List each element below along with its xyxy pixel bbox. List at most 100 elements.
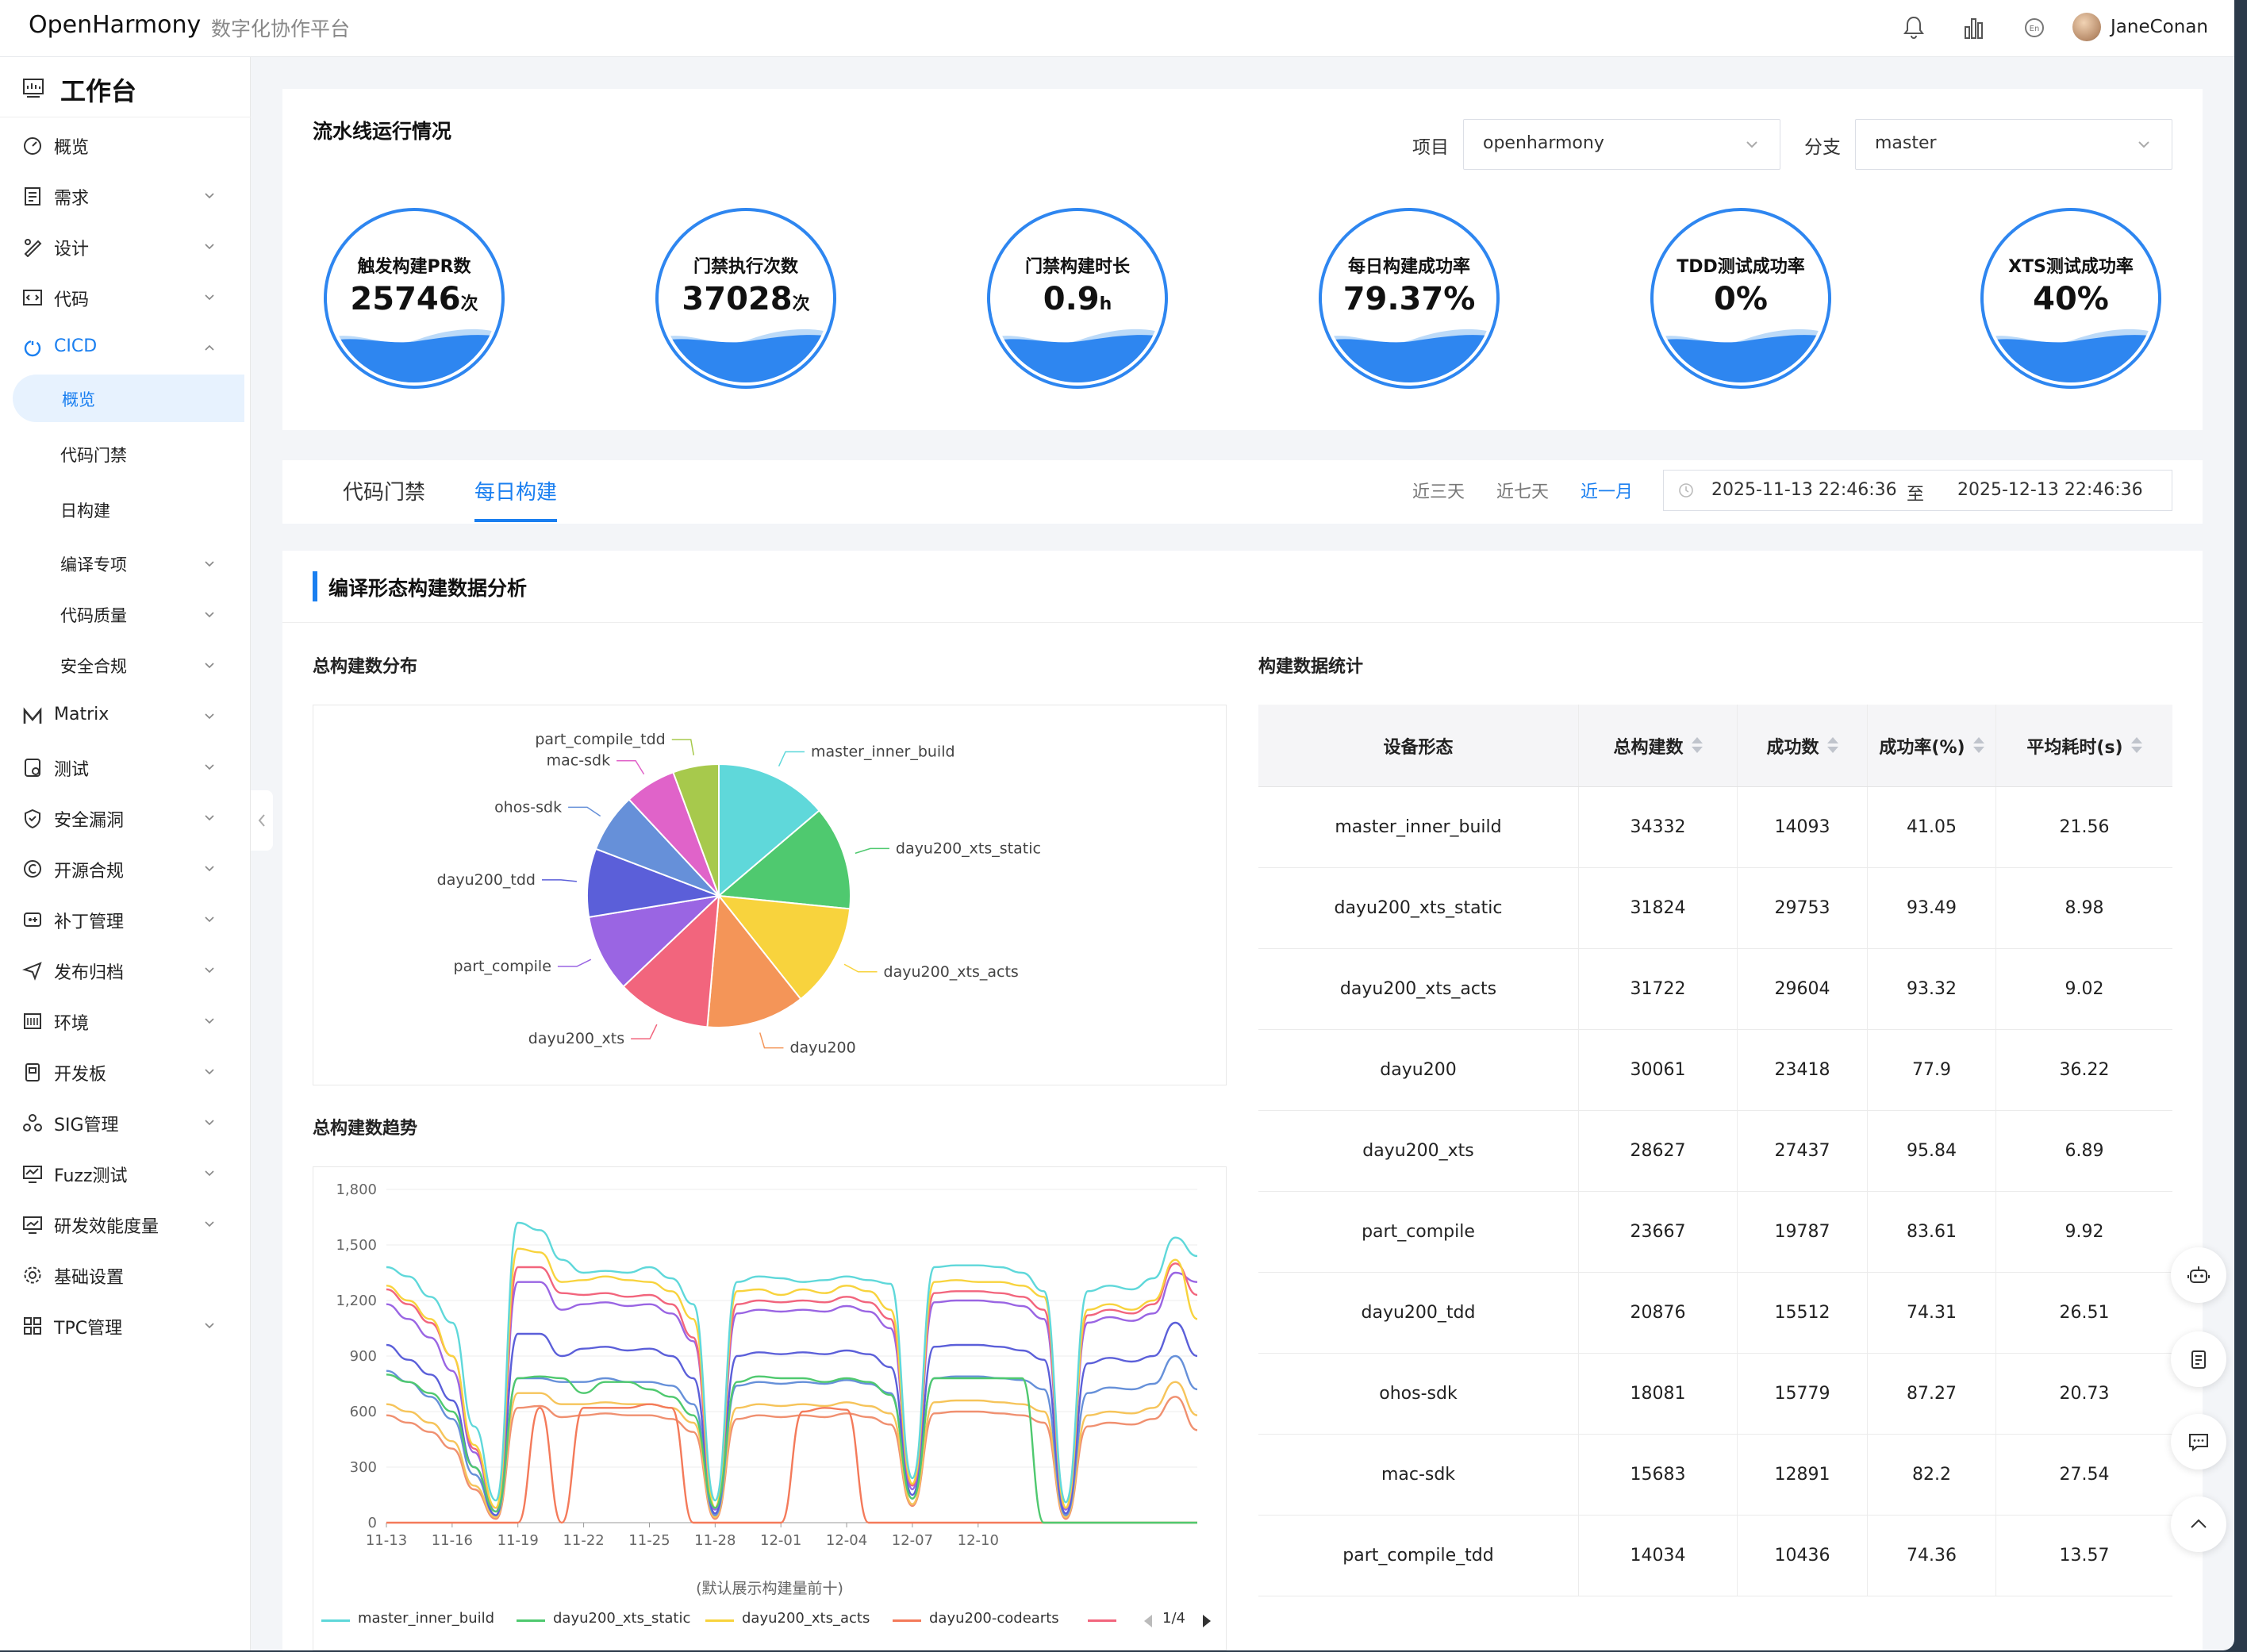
sidebar-item-label: TPC管理 bbox=[54, 1319, 123, 1339]
date-range-picker[interactable]: 2025-11-13 22:46:36 至 2025-12-13 22:46:3… bbox=[1663, 470, 2172, 511]
sidebar-item[interactable]: 设计 bbox=[0, 222, 251, 270]
sidebar-item[interactable]: 安全合规 bbox=[0, 641, 251, 689]
avatar[interactable] bbox=[2072, 13, 2101, 41]
pie-slice[interactable] bbox=[672, 763, 720, 897]
sidebar-collapse-handle[interactable] bbox=[251, 790, 273, 851]
back-to-top-button[interactable] bbox=[2171, 1496, 2226, 1552]
pie-slice[interactable] bbox=[586, 847, 722, 919]
series-line[interactable] bbox=[386, 1373, 1197, 1524]
logo[interactable]: OpenHarmony bbox=[29, 11, 202, 39]
table-row[interactable]: dayu200_xts_acts 31722 29604 93.32 9.02 bbox=[1258, 949, 2172, 1030]
sidebar-item[interactable]: CICD bbox=[0, 324, 251, 371]
tab-code-gate[interactable]: 代码门禁 bbox=[343, 481, 426, 505]
table-row[interactable]: dayu200_xts 28627 27437 95.84 6.89 bbox=[1258, 1111, 2172, 1192]
table-row[interactable]: master_inner_build 34332 14093 41.05 21.56 bbox=[1258, 787, 2172, 868]
legend-item[interactable]: dayu200_xts_acts bbox=[742, 1610, 870, 1627]
col-rate[interactable]: 成功率(%) bbox=[1868, 705, 1996, 786]
project-select[interactable]: openharmony bbox=[1463, 119, 1780, 170]
legend-item[interactable]: dayu200-codearts bbox=[929, 1610, 1059, 1627]
table-row[interactable]: dayu200_tdd 20876 15512 74.31 26.51 bbox=[1258, 1273, 2172, 1354]
sidebar-item[interactable]: 日构建 bbox=[0, 486, 251, 533]
language-icon[interactable]: En bbox=[2022, 14, 2047, 41]
col-avg-time[interactable]: 平均耗时(s) bbox=[1996, 705, 2172, 786]
feedback-button[interactable] bbox=[2171, 1414, 2226, 1470]
table-cell: 74.36 bbox=[1868, 1516, 1996, 1596]
assistant-button[interactable] bbox=[2171, 1247, 2226, 1303]
date-start[interactable]: 2025-11-13 22:46:36 bbox=[1711, 480, 1897, 500]
chevron-down-icon bbox=[205, 612, 214, 618]
sort-icon[interactable] bbox=[2130, 736, 2142, 755]
table-cell: 26.51 bbox=[2059, 1303, 2110, 1323]
range-one-month[interactable]: 近一月 bbox=[1581, 482, 1634, 502]
pie-slice[interactable] bbox=[716, 894, 851, 1001]
pie-slice[interactable] bbox=[622, 893, 720, 1028]
username[interactable]: JaneConan bbox=[2111, 17, 2208, 37]
table-row[interactable]: dayu200_xts_static 31824 29753 93.49 8.98 bbox=[1258, 868, 2172, 949]
sidebar-item[interactable]: 需求 bbox=[0, 171, 251, 219]
bar-chart-icon[interactable] bbox=[1961, 14, 1987, 41]
table-row[interactable]: ohos-sdk 18081 15779 87.27 20.73 bbox=[1258, 1354, 2172, 1435]
col-total[interactable]: 总构建数 bbox=[1579, 705, 1738, 786]
series-line[interactable] bbox=[386, 1221, 1198, 1504]
sort-icon[interactable] bbox=[1691, 736, 1703, 755]
x-tick-label: 12-04 bbox=[826, 1532, 867, 1549]
sidebar-item[interactable]: 环境 bbox=[0, 997, 251, 1044]
sidebar-item[interactable]: 发布归档 bbox=[0, 946, 251, 993]
legend-item[interactable]: dayu200_xts_static bbox=[553, 1610, 691, 1627]
pie-slice[interactable] bbox=[718, 763, 820, 898]
series-line[interactable] bbox=[386, 1396, 1198, 1520]
sidebar-item[interactable]: 代码门禁 bbox=[0, 430, 251, 478]
series-line[interactable] bbox=[386, 1381, 1198, 1519]
branch-select[interactable]: master bbox=[1855, 119, 2172, 170]
table-row[interactable]: part_compile_tdd 14034 10436 74.36 13.57 bbox=[1258, 1516, 2172, 1596]
sort-icon[interactable] bbox=[1826, 736, 1838, 755]
branch-label: 分支 bbox=[1804, 137, 1841, 158]
range-three-days[interactable]: 近三天 bbox=[1412, 482, 1465, 502]
sidebar-item[interactable]: 开发板 bbox=[0, 1047, 251, 1095]
pie-slice[interactable] bbox=[716, 809, 851, 910]
table-cell: 23418 bbox=[1738, 1030, 1868, 1110]
sidebar-item-label: 环境 bbox=[54, 1014, 90, 1034]
sidebar-item[interactable]: TPC管理 bbox=[0, 1301, 251, 1349]
sidebar-item[interactable]: 概览 bbox=[13, 375, 244, 422]
bell-icon[interactable] bbox=[1901, 14, 1926, 41]
table-cell: 23667 bbox=[1579, 1192, 1738, 1272]
table-row[interactable]: dayu200 30061 23418 77.9 36.22 bbox=[1258, 1030, 2172, 1111]
series-line[interactable] bbox=[386, 1321, 1198, 1516]
legend-next-icon[interactable] bbox=[1200, 1613, 1213, 1629]
sidebar-item[interactable]: 基础设置 bbox=[0, 1251, 251, 1298]
table-cell: 27437 bbox=[1738, 1111, 1868, 1191]
gauge-title: 门禁构建时长 bbox=[1024, 257, 1130, 277]
legend-prev-icon[interactable] bbox=[1142, 1613, 1154, 1629]
notes-button[interactable] bbox=[2171, 1331, 2226, 1387]
sidebar-item-label: 安全合规 bbox=[60, 657, 127, 676]
table-row[interactable]: mac-sdk 15683 12891 82.2 27.54 bbox=[1258, 1435, 2172, 1516]
sidebar-item[interactable]: SIG管理 bbox=[0, 1098, 251, 1146]
sidebar-item[interactable]: 补丁管理 bbox=[0, 895, 251, 943]
date-end[interactable]: 2025-12-13 22:46:36 bbox=[1957, 480, 2143, 500]
sort-icon[interactable] bbox=[1972, 736, 1984, 755]
pie-slice[interactable] bbox=[588, 894, 722, 988]
sidebar-item[interactable]: 开源合规 bbox=[0, 844, 251, 892]
sidebar-item[interactable]: 代码质量 bbox=[0, 590, 251, 638]
sidebar-item[interactable]: 概览 bbox=[0, 121, 251, 168]
legend-swatch bbox=[893, 1619, 921, 1622]
sidebar-item[interactable]: 代码 bbox=[0, 273, 251, 321]
sidebar-item[interactable]: 研发效能度量 bbox=[0, 1200, 251, 1247]
pie-label-line bbox=[778, 751, 805, 766]
sidebar-item[interactable]: 测试 bbox=[0, 743, 251, 790]
col-success[interactable]: 成功数 bbox=[1738, 705, 1868, 786]
table-row[interactable]: part_compile 23667 19787 83.61 9.92 bbox=[1258, 1192, 2172, 1273]
sidebar-item[interactable]: Matrix bbox=[0, 692, 251, 740]
series-line[interactable] bbox=[386, 1247, 1198, 1509]
pie-slice[interactable] bbox=[706, 893, 802, 1028]
legend-item[interactable]: master_inner_build bbox=[358, 1610, 495, 1627]
sidebar-item[interactable]: 编译专项 bbox=[0, 540, 251, 587]
chevron-down-icon bbox=[205, 815, 214, 821]
sidebar-item[interactable]: 安全漏洞 bbox=[0, 793, 251, 841]
tab-daily-build[interactable]: 每日构建 bbox=[474, 481, 558, 505]
range-seven-days[interactable]: 近七天 bbox=[1496, 482, 1550, 502]
col-device: 设备形态 bbox=[1258, 705, 1579, 786]
sidebar-item[interactable]: Fuzz测试 bbox=[0, 1149, 251, 1197]
sidebar-item-label: 基础设置 bbox=[54, 1268, 125, 1288]
